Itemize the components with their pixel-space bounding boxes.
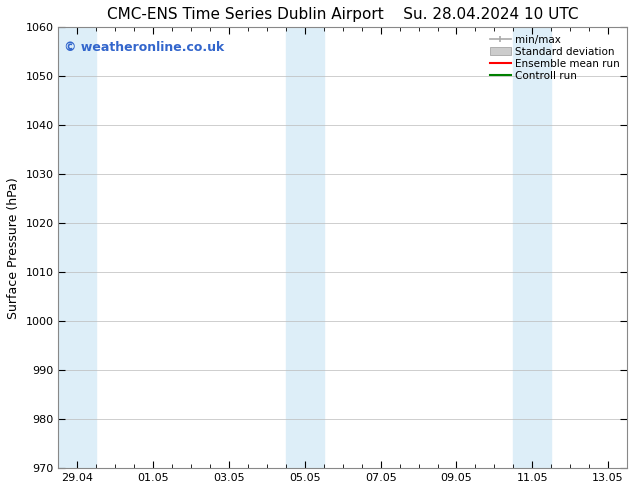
Legend: min/max, Standard deviation, Ensemble mean run, Controll run: min/max, Standard deviation, Ensemble me… <box>488 32 622 83</box>
Bar <box>514 27 551 468</box>
Bar <box>58 27 96 468</box>
Text: © weatheronline.co.uk: © weatheronline.co.uk <box>64 41 224 53</box>
Bar <box>286 27 324 468</box>
Title: CMC-ENS Time Series Dublin Airport    Su. 28.04.2024 10 UTC: CMC-ENS Time Series Dublin Airport Su. 2… <box>107 7 578 22</box>
Y-axis label: Surface Pressure (hPa): Surface Pressure (hPa) <box>7 177 20 318</box>
